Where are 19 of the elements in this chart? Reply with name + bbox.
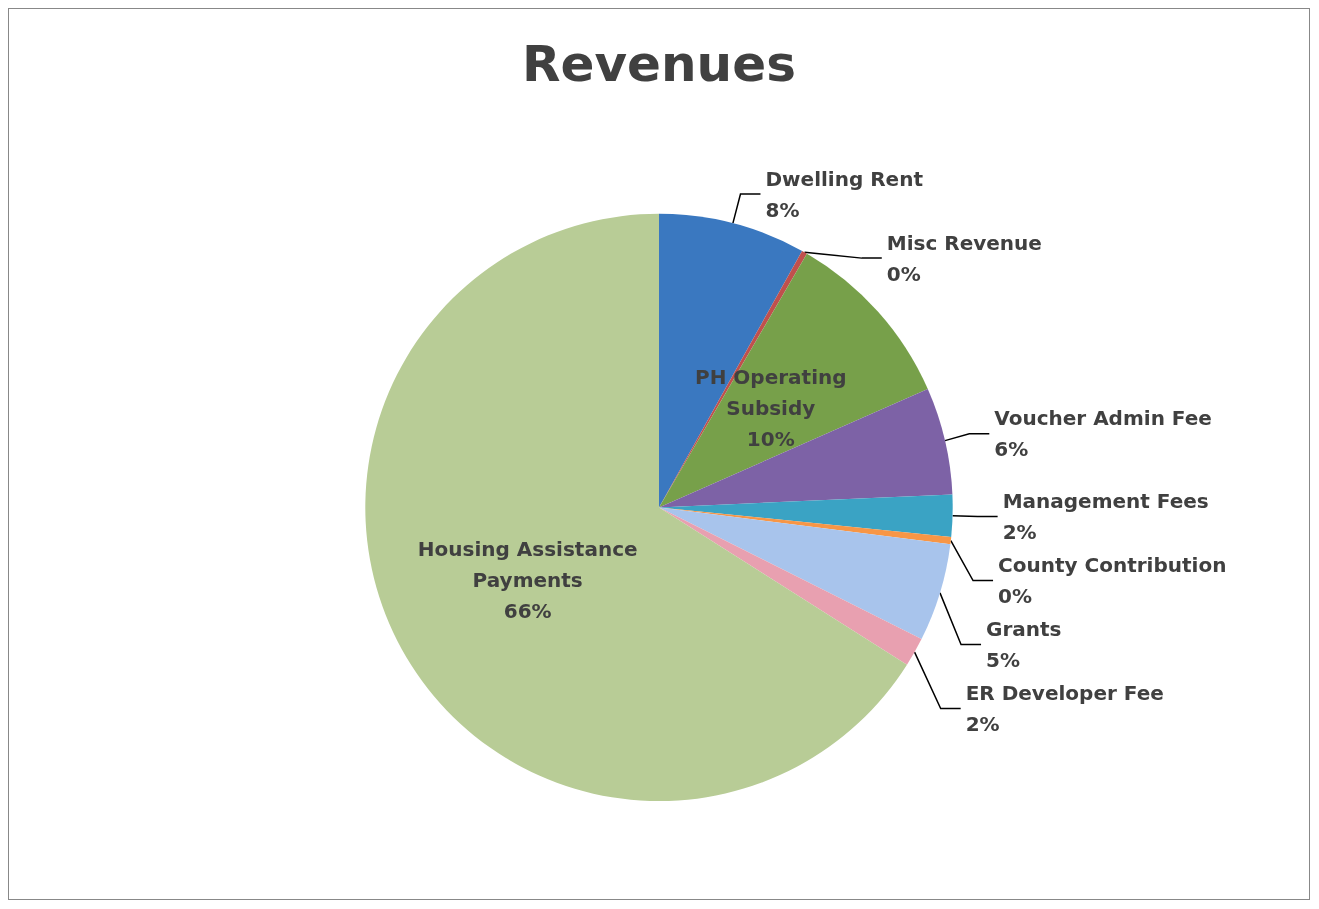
slice-label: Misc Revenue: [886, 230, 1042, 255]
data-label: 2%: [965, 712, 1000, 737]
slice-label: Voucher Admin Fee: [994, 406, 1212, 431]
data-label: 10%: [746, 426, 795, 451]
slice-label: County Contribution: [998, 553, 1227, 578]
data-label: 6%: [994, 437, 1029, 462]
data-label: 0%: [886, 261, 921, 286]
slice-label: Housing Assistance Payments: [417, 536, 638, 592]
slice-label: ER Developer Fee: [965, 681, 1164, 706]
data-label: 2%: [1002, 520, 1037, 545]
chart-title: Revenues: [522, 35, 796, 93]
data-label: 66%: [503, 598, 552, 623]
slice-label: Management Fees: [1002, 489, 1209, 514]
data-label: 8%: [765, 197, 800, 222]
slice-label: Grants: [986, 617, 1062, 642]
data-label: 0%: [998, 584, 1033, 609]
slice-label: Dwelling Rent: [765, 166, 924, 191]
data-label: 5%: [986, 648, 1021, 673]
slice-label: PH Operating Subsidy: [694, 364, 847, 420]
